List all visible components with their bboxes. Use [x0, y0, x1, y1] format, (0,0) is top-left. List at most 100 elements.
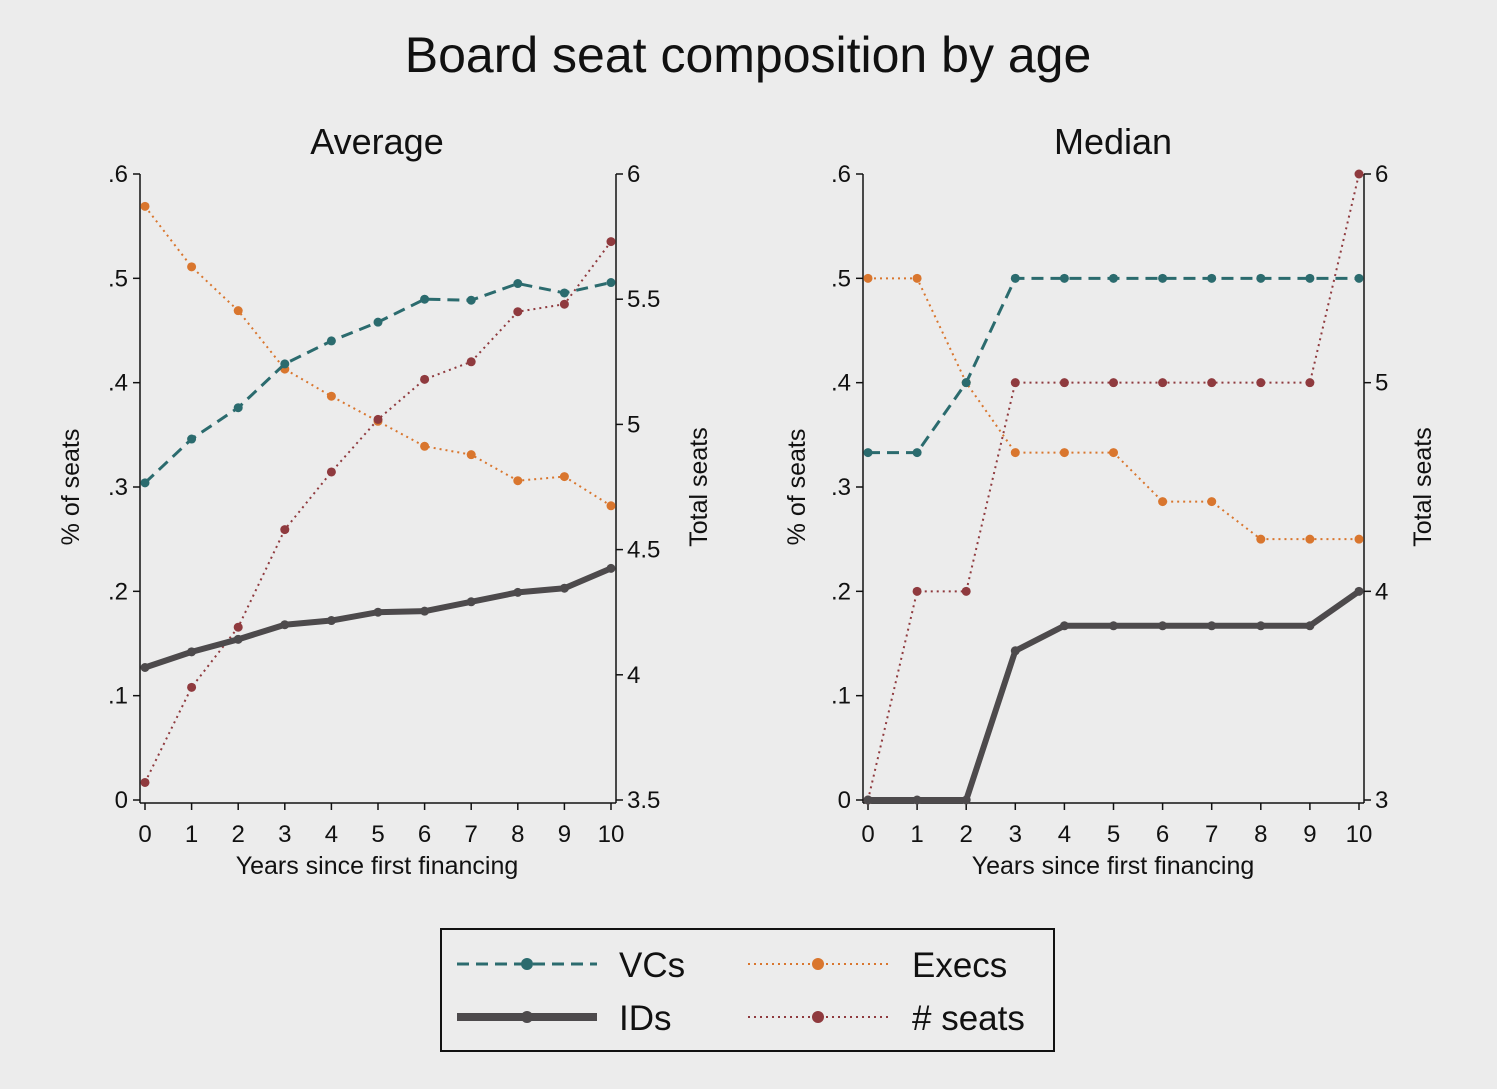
data-point-execs: [187, 262, 197, 272]
legend-label-vcs: VCs: [619, 946, 685, 985]
figure-title: Board seat composition by age: [405, 27, 1092, 83]
data-point-seats: [1207, 378, 1217, 388]
data-point-vcs: [187, 434, 197, 444]
data-point-ids: [1256, 621, 1266, 631]
data-point-ids: [559, 583, 569, 593]
y-tick-label: 0: [838, 787, 851, 814]
panel-average: Average Years since first financing % of…: [57, 121, 713, 880]
x-tick-label: 6: [1156, 821, 1169, 848]
data-point-execs: [1158, 497, 1168, 507]
data-point-execs: [140, 201, 150, 211]
data-point-vcs: [1207, 273, 1217, 283]
legend-marker-execs: [812, 958, 824, 970]
data-point-ids: [513, 587, 523, 597]
data-point-vcs: [1354, 273, 1364, 283]
y-tick-label: .4: [831, 370, 851, 397]
y-tick-label: .5: [831, 265, 851, 292]
x-tick-label: 8: [511, 821, 524, 848]
data-point-seats: [1256, 378, 1266, 388]
data-point-ids: [1010, 646, 1020, 656]
data-point-ids: [1109, 621, 1118, 631]
y-tick-label: .1: [831, 683, 851, 710]
data-point-ids: [140, 662, 150, 672]
x-tick-label: 4: [1058, 821, 1071, 848]
y2-tick-label: 6: [627, 161, 640, 188]
data-point-seats: [606, 237, 616, 247]
y-tick-label: .6: [831, 161, 851, 188]
panel-median: Median Years since first financing % of …: [783, 121, 1437, 880]
x-tick-label: 8: [1254, 821, 1267, 848]
data-point-ids: [1158, 621, 1168, 631]
x-tick-label: 6: [418, 821, 431, 848]
data-point-vcs: [1158, 273, 1168, 283]
data-point-execs: [420, 441, 430, 451]
data-point-execs: [863, 273, 873, 283]
data-point-vcs: [466, 295, 476, 305]
x-tick-label: 3: [1009, 821, 1022, 848]
data-point-execs: [466, 450, 476, 460]
data-point-execs: [1059, 448, 1069, 458]
y-axis-label-median: % of seats: [783, 429, 811, 546]
y-tick-label: .5: [108, 265, 128, 292]
data-point-vcs: [140, 478, 150, 488]
y2-tick-label: 4.5: [627, 537, 660, 564]
data-point-seats: [1305, 378, 1315, 388]
x-tick-label: 7: [465, 821, 478, 848]
data-point-ids: [233, 634, 243, 644]
y2-tick-label: 4: [627, 662, 640, 689]
data-point-seats: [187, 682, 197, 692]
data-point-execs: [1010, 448, 1020, 458]
data-point-vcs: [280, 359, 290, 369]
data-point-ids: [326, 616, 336, 626]
data-point-seats: [513, 307, 523, 317]
data-point-ids: [1207, 621, 1217, 631]
data-point-vcs: [1010, 273, 1020, 283]
legend: VCs Execs IDs # seats: [440, 928, 1055, 1052]
data-point-ids: [863, 795, 873, 805]
y2-axis-label-average: Total seats: [685, 427, 713, 547]
data-point-vcs: [513, 279, 523, 289]
x-tick-label: 0: [861, 821, 874, 848]
data-point-execs: [1256, 534, 1266, 544]
legend-marker-vcs: [521, 958, 533, 970]
legend-box: [440, 928, 1055, 1052]
series-line-seats: [144, 241, 612, 783]
data-point-vcs: [559, 288, 569, 298]
y2-tick-label: 3: [1375, 787, 1388, 814]
x-tick-label: 9: [1303, 821, 1316, 848]
y2-tick-label: 5.5: [627, 286, 660, 313]
y2-tick-label: 4: [1375, 578, 1388, 605]
data-point-seats: [1158, 378, 1168, 388]
x-tick-label: 2: [232, 821, 245, 848]
data-point-ids: [912, 795, 922, 805]
axes-median: 0 .1 .2 .3 .4 .5 .6 3 4 5 6 0 1 2 3 4 5 6 7 8 9 10: [831, 161, 1388, 848]
x-axis-label-average: Years since first financing: [236, 852, 519, 880]
data-point-vcs: [912, 448, 922, 458]
series-vcs-average: [140, 278, 616, 488]
data-point-seats: [280, 525, 290, 535]
data-point-ids: [961, 795, 971, 805]
y-tick-label: .3: [831, 474, 851, 501]
data-point-ids: [280, 620, 290, 630]
data-point-seats: [1109, 378, 1118, 388]
x-tick-label: 5: [371, 821, 384, 848]
data-point-seats: [373, 414, 383, 424]
series-ids-median: [863, 586, 1364, 805]
x-tick-label: 3: [278, 821, 291, 848]
data-point-seats: [466, 357, 476, 367]
x-tick-label: 2: [960, 821, 973, 848]
legend-marker-seats: [812, 1011, 824, 1023]
data-point-vcs: [420, 294, 430, 304]
data-point-execs: [1354, 534, 1364, 544]
data-point-seats: [1059, 378, 1069, 388]
y-tick-label: .1: [108, 683, 128, 710]
data-point-ids: [606, 563, 616, 573]
data-point-execs: [1109, 448, 1118, 458]
data-point-execs: [559, 472, 569, 482]
data-point-execs: [233, 306, 243, 316]
data-point-seats: [1354, 169, 1364, 179]
panel-title-median: Median: [1054, 121, 1172, 162]
data-point-vcs: [606, 278, 616, 288]
